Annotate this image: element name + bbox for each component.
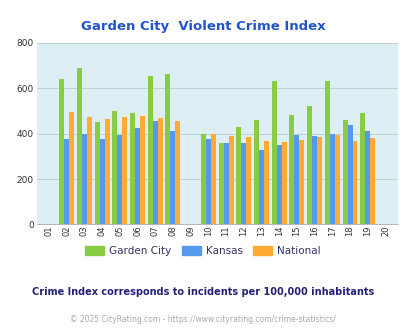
Bar — [334, 135, 339, 224]
Bar — [112, 111, 117, 224]
Text: Crime Index corresponds to incidents per 100,000 inhabitants: Crime Index corresponds to incidents per… — [32, 287, 373, 297]
Bar — [329, 134, 334, 224]
Bar — [218, 143, 223, 224]
Bar — [276, 145, 281, 224]
Bar — [342, 119, 347, 224]
Bar — [82, 134, 87, 224]
Bar — [289, 115, 294, 224]
Bar — [87, 116, 92, 224]
Bar — [200, 134, 205, 224]
Bar — [94, 122, 99, 224]
Bar — [254, 119, 258, 224]
Bar — [130, 113, 135, 224]
Bar — [236, 127, 241, 224]
Bar — [157, 118, 162, 224]
Bar — [104, 119, 109, 224]
Bar — [263, 141, 268, 224]
Text: © 2025 CityRating.com - https://www.cityrating.com/crime-statistics/: © 2025 CityRating.com - https://www.city… — [70, 315, 335, 324]
Bar — [147, 76, 152, 224]
Bar — [64, 139, 69, 224]
Bar — [298, 140, 304, 224]
Bar — [281, 142, 286, 224]
Legend: Garden City, Kansas, National: Garden City, Kansas, National — [81, 242, 324, 260]
Bar — [140, 116, 145, 224]
Bar — [258, 150, 263, 224]
Bar — [99, 139, 104, 224]
Bar — [175, 121, 180, 224]
Bar — [117, 135, 122, 224]
Bar — [59, 79, 64, 224]
Bar — [223, 144, 228, 224]
Bar — [369, 138, 374, 224]
Bar — [228, 136, 233, 224]
Bar — [347, 125, 352, 224]
Bar — [205, 139, 210, 224]
Bar — [241, 143, 246, 224]
Text: Garden City  Violent Crime Index: Garden City Violent Crime Index — [81, 20, 324, 33]
Bar — [135, 127, 140, 224]
Bar — [352, 141, 357, 224]
Bar — [364, 131, 369, 224]
Bar — [165, 74, 170, 224]
Bar — [152, 121, 157, 224]
Bar — [69, 112, 74, 224]
Bar — [324, 82, 329, 224]
Bar — [316, 137, 321, 224]
Bar — [311, 136, 316, 224]
Bar — [294, 135, 298, 224]
Bar — [122, 117, 127, 224]
Bar — [307, 106, 311, 224]
Bar — [271, 82, 276, 224]
Bar — [360, 113, 364, 224]
Bar — [210, 134, 215, 224]
Bar — [170, 131, 175, 224]
Bar — [77, 68, 82, 224]
Bar — [246, 137, 251, 224]
